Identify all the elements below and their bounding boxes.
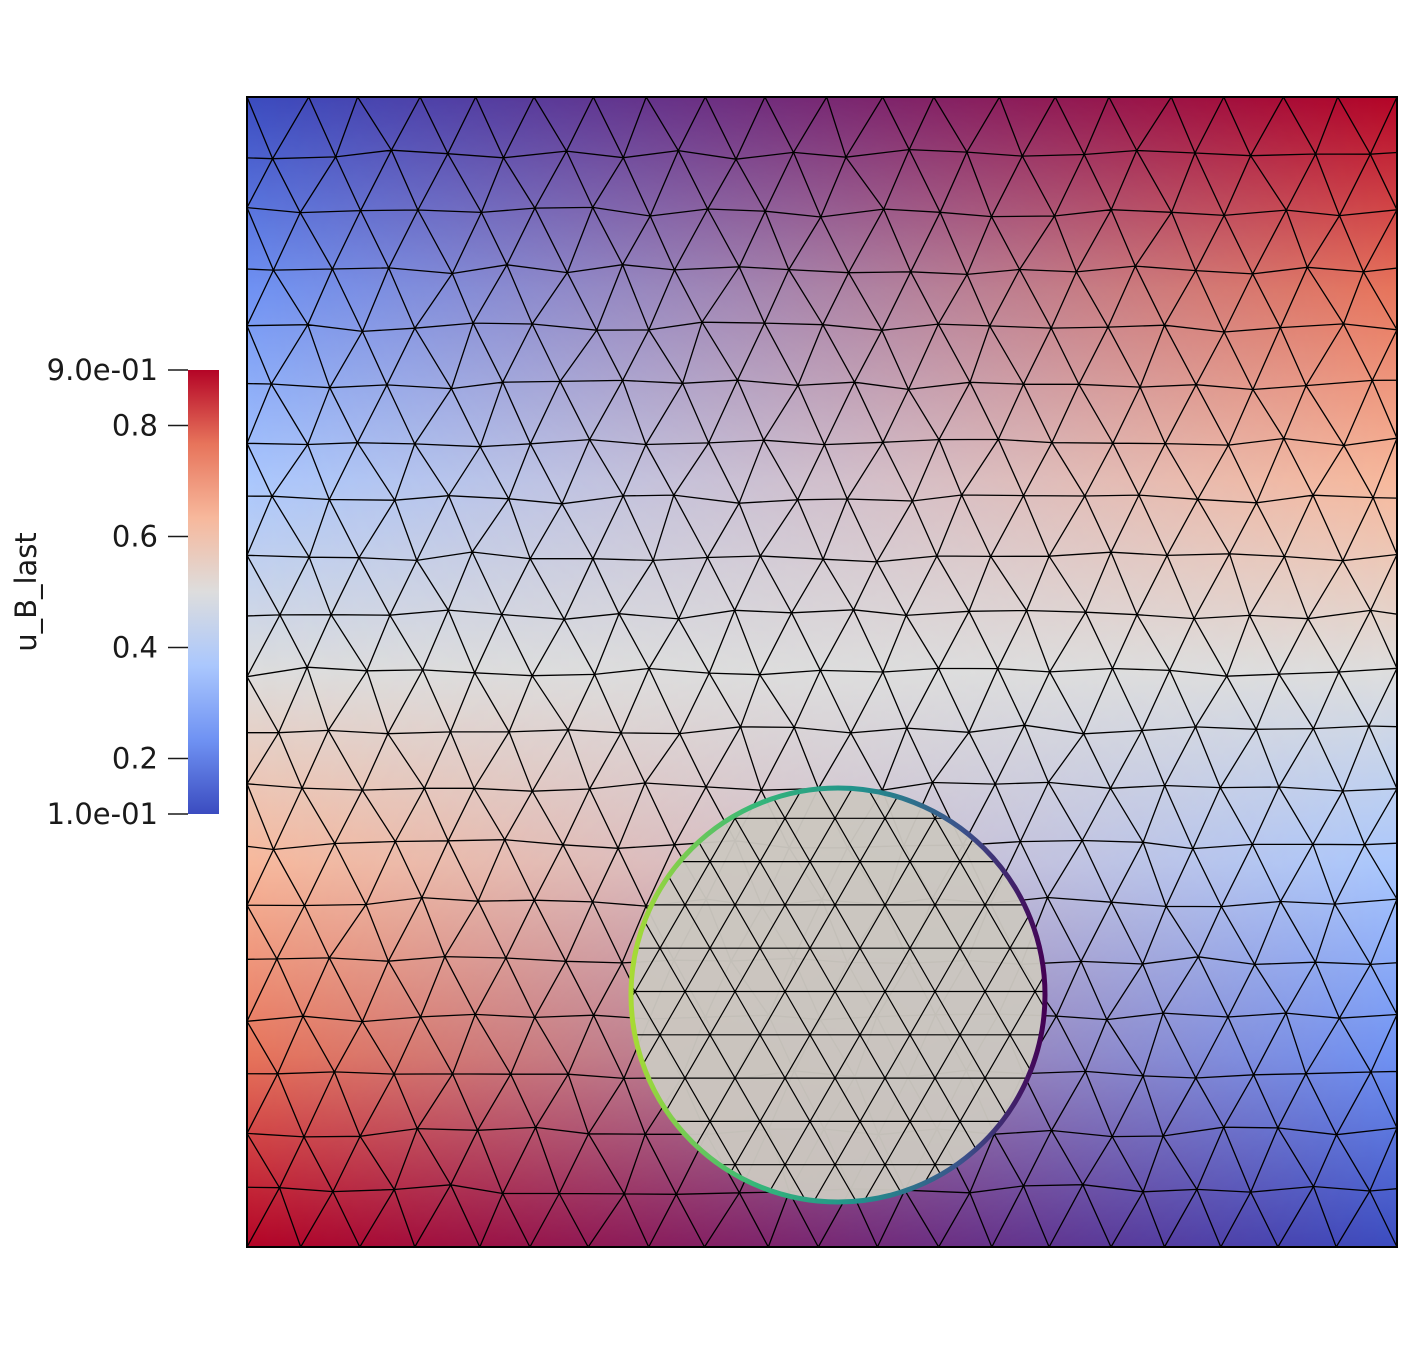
colorbar-ramp (188, 370, 219, 814)
colorbar-tick-label-1: 0.6 (112, 520, 158, 554)
colorbar-max-label: 9.0e-01 (47, 353, 158, 387)
colorbar-tick-label-0: 0.8 (112, 409, 158, 443)
inclusion-fill (631, 788, 1045, 1202)
inclusion-mesh (631, 788, 1045, 1202)
inclusion-boundary (628, 785, 1048, 1205)
domain-border (246, 96, 1398, 1248)
colorbar-ticks: 0.8 0.6 0.4 0.2 (112, 409, 188, 776)
colorbar-min-label: 1.0e-01 (47, 797, 158, 831)
colorbar: u_B_last 9.0e-01 1.0e-01 0.8 0.6 0.4 0.2 (9, 353, 219, 831)
inclusion-mesh-edges (631, 788, 1045, 1202)
colorbar-tick-label-2: 0.4 (112, 631, 158, 665)
circular-inclusion (628, 785, 1048, 1205)
scalar-field (247, 97, 1397, 1247)
colorbar-tick-label-3: 0.2 (112, 742, 158, 776)
colorbar-title: u_B_last (9, 532, 43, 652)
